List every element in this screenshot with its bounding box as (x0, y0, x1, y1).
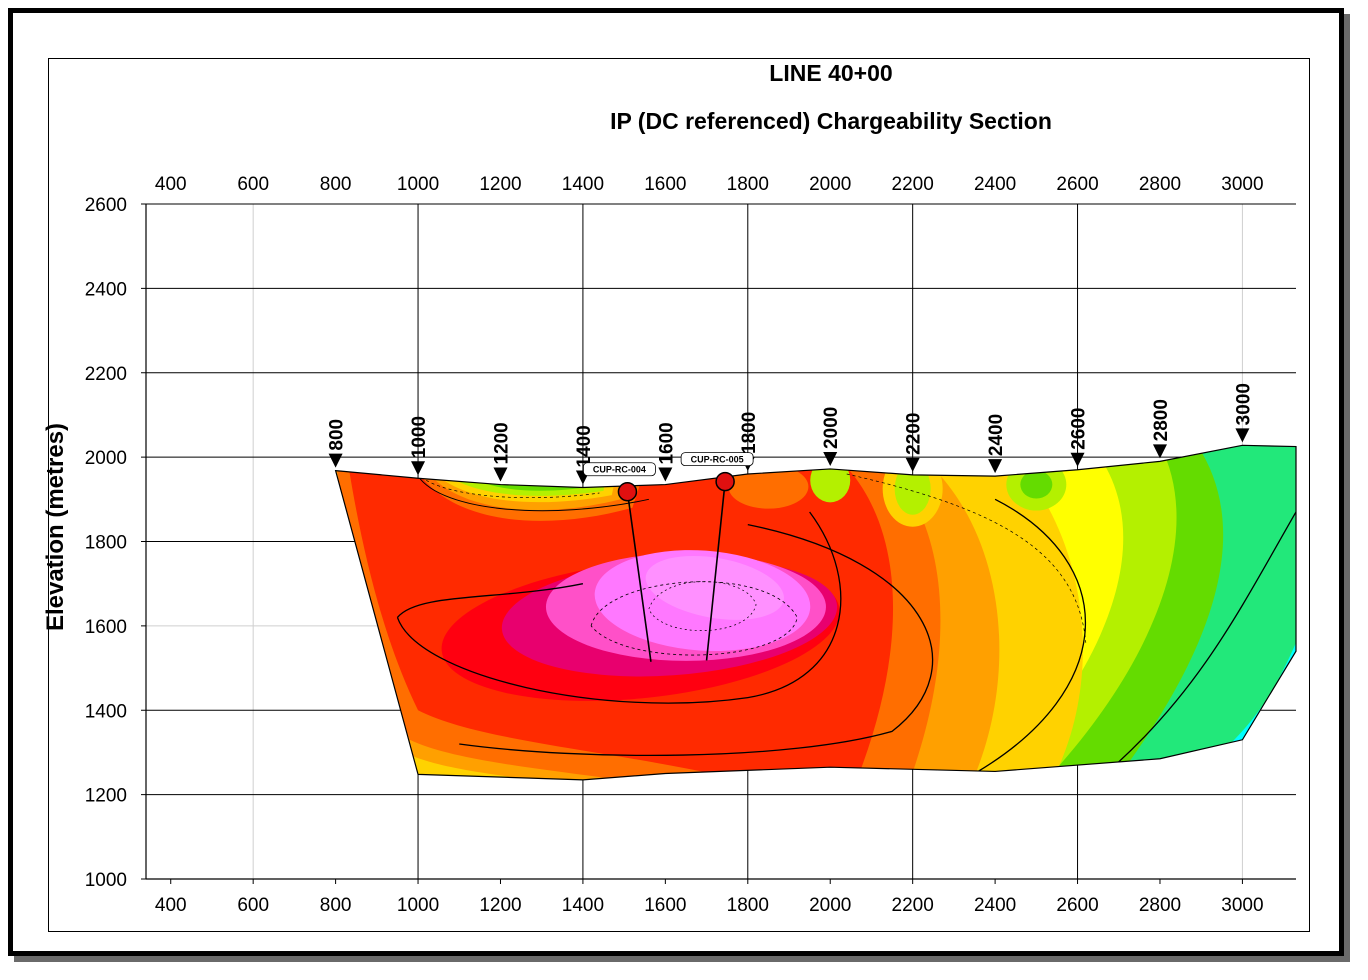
x-tick-label-top: 800 (320, 174, 352, 195)
station-marker (1070, 452, 1085, 467)
x-tick-label-top: 2200 (892, 174, 934, 195)
contour-line-core (590, 581, 798, 656)
x-tick-label-top: 1400 (562, 174, 604, 195)
station-label: 2200 (904, 413, 925, 455)
pocket-2200-inner (894, 462, 931, 515)
contour-line-surface-west-dash (426, 480, 600, 499)
y-tick-label: 2000 (85, 448, 127, 469)
x-tick-label-bottom: 600 (237, 895, 269, 916)
x-tick-label-top: 400 (155, 174, 187, 195)
drillhole-collar (617, 481, 638, 502)
station-marker (823, 451, 838, 466)
x-tick-label-bottom: 1400 (562, 895, 604, 916)
x-tick-label-top: 1000 (397, 174, 439, 195)
x-tick-label-top: 3000 (1221, 174, 1263, 195)
contour-line-outer (396, 511, 842, 704)
x-tick-label-top: 2600 (1056, 174, 1098, 195)
drillhole-label-box (583, 462, 656, 477)
y-tick-label: 1000 (85, 870, 127, 891)
contour-line-far-east (1110, 511, 1297, 770)
y-tick-label: 2600 (85, 195, 127, 216)
x-tick-label-bottom: 3000 (1221, 895, 1263, 916)
chargeability-contours (335, 445, 1297, 780)
drillhole-label: CUP-RC-005 (691, 455, 744, 465)
chart-title: LINE 40+00 (769, 60, 892, 86)
drillhole-collar (715, 471, 735, 492)
x-tick-label-top: 2800 (1139, 174, 1181, 195)
x-tick-label-top: 2400 (974, 174, 1016, 195)
axes: 400 400 600 600 800 800 1000 1000 1200 1200 1400 14… (85, 174, 1264, 916)
contour-line-outer-top (396, 583, 584, 618)
y-tick-label: 1600 (85, 617, 127, 638)
station-marker (658, 467, 673, 482)
chart-subtitle: IP (DC referenced) Chargeability Section (610, 108, 1052, 134)
x-tick-label-bottom: 800 (320, 895, 352, 916)
station-label: 2400 (986, 414, 1007, 456)
x-tick-label-top: 1600 (644, 174, 686, 195)
drillhole-trace (705, 481, 726, 661)
y-tick-label: 1400 (85, 701, 127, 722)
drillhole-label: CUP-RC-004 (593, 465, 646, 475)
station-marker (493, 467, 508, 482)
station-label: 2000 (821, 407, 842, 449)
x-tick-label-bottom: 400 (155, 895, 187, 916)
x-tick-label-bottom: 2400 (974, 895, 1016, 916)
contour-line-surface-west (417, 475, 649, 512)
x-tick-label-top: 2000 (809, 174, 851, 195)
band-amber-east (809, 445, 1083, 780)
y-tick-label: 1200 (85, 786, 127, 807)
x-tick-label-top: 1800 (727, 174, 769, 195)
x-tick-label-bottom: 2000 (809, 895, 851, 916)
contour-line-east (974, 498, 1087, 775)
x-tick-label-bottom: 2800 (1139, 895, 1181, 916)
station-label: 1600 (656, 422, 677, 464)
x-tick-label-bottom: 1600 (644, 895, 686, 916)
band-seagreen-east (1098, 445, 1296, 780)
station-label: 2600 (1069, 408, 1090, 450)
x-tick-label-bottom: 1200 (479, 895, 521, 916)
x-tick-label-bottom: 1800 (727, 895, 769, 916)
drillhole-trace (626, 491, 652, 662)
station-label: 800 (327, 419, 348, 451)
station-marker (988, 459, 1003, 474)
station-label: 1200 (491, 422, 512, 464)
station-label: 1000 (409, 416, 430, 458)
station-marker (411, 461, 426, 476)
station-label: 2800 (1151, 399, 1172, 441)
x-tick-label-bottom: 2200 (892, 895, 934, 916)
station-label: 1400 (574, 425, 595, 467)
station-label: 3000 (1233, 383, 1254, 425)
y-axis-label: Elevation (metres) (42, 423, 69, 631)
y-tick-label: 2400 (85, 279, 127, 300)
x-tick-label-top: 1200 (479, 174, 521, 195)
station-marker (1152, 444, 1167, 459)
band-west-rim-inner (376, 756, 790, 780)
contour-line-mid (459, 523, 934, 757)
x-tick-label-bottom: 1000 (397, 895, 439, 916)
y-tick-label: 2200 (85, 364, 127, 385)
pocket-1850 (728, 464, 809, 509)
band-orange-east (809, 445, 1000, 780)
x-tick-label-bottom: 2600 (1056, 895, 1098, 916)
y-tick-label: 1800 (85, 533, 127, 554)
x-tick-label-top: 600 (237, 174, 269, 195)
contour-line-core-inner (648, 581, 757, 631)
pocket-2500-inner (1020, 470, 1053, 499)
section-overlay: 800 1000 1200 1400 1600 1800 2000 2200 2400 2600 2… (327, 383, 1297, 781)
drillhole-label-box (680, 452, 754, 466)
station-marker (1235, 428, 1250, 443)
station-marker (328, 453, 343, 468)
contour-line-east-dash (846, 473, 1087, 643)
station-label: 1800 (739, 412, 760, 454)
station-marker (905, 457, 920, 472)
